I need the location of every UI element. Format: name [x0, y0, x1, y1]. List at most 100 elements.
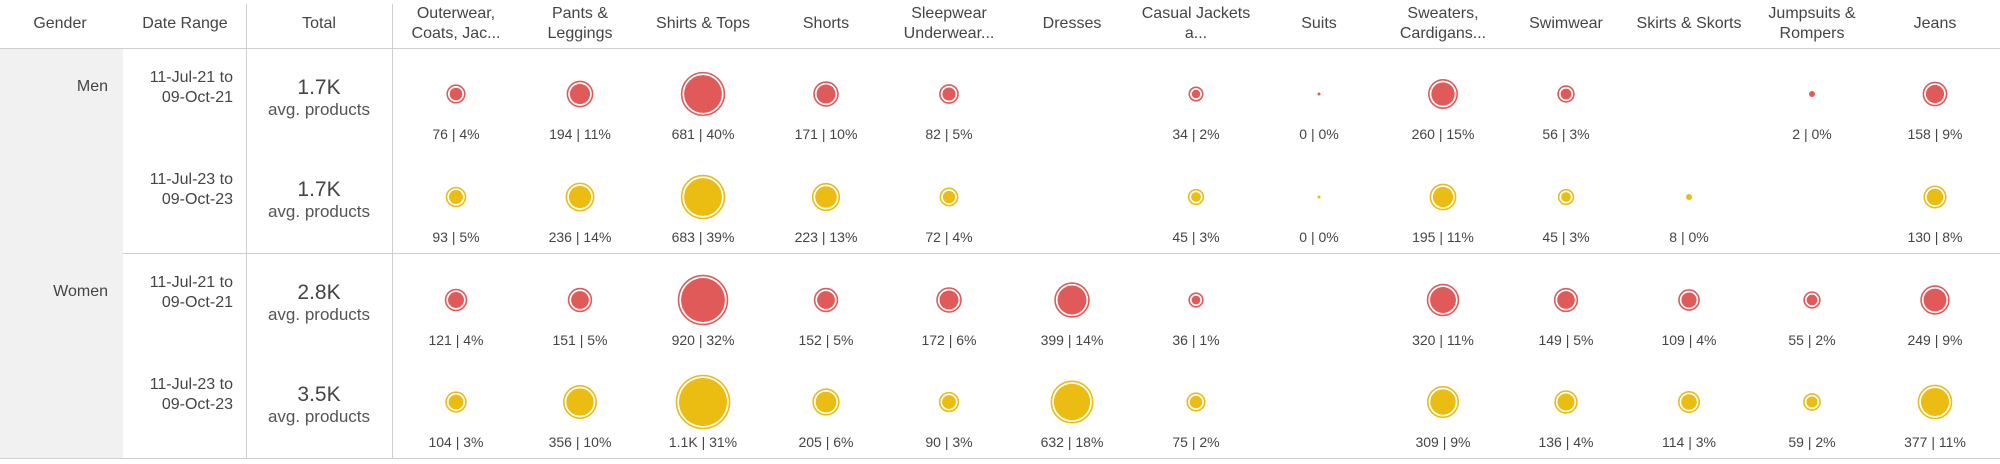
bubble: [1917, 384, 1953, 420]
bubble-fill: [448, 394, 464, 410]
value-label: 632 | 18%: [1040, 434, 1104, 450]
bubble-ring: [813, 287, 839, 313]
bubble-ring: [1677, 390, 1701, 414]
bubble: [939, 84, 959, 104]
bubble: [680, 71, 726, 117]
bubble-fill: [815, 186, 837, 208]
header-date-range: Date Range: [142, 15, 228, 32]
category-header: Swimwear: [1529, 15, 1603, 32]
bubble: [812, 388, 840, 416]
category-header: Shorts: [802, 15, 850, 32]
bubble: [563, 385, 597, 419]
bubble-fill: [1561, 192, 1571, 202]
value-label: 82 | 5%: [925, 126, 973, 142]
bubble: [936, 287, 962, 313]
bubble: [1188, 292, 1204, 308]
bubble-ring: [444, 288, 468, 312]
gender-column-bg: [0, 49, 123, 458]
date-range-label: 11-Jul-21 to 09-Oct-21: [149, 69, 233, 106]
bubble: [1803, 291, 1821, 309]
bubble: [938, 391, 960, 413]
total-value: 3.5K: [297, 383, 341, 406]
bubble-ring: [680, 71, 726, 117]
bubble-fill: [817, 291, 835, 309]
bubble: [566, 80, 594, 108]
bubble-ring: [677, 274, 729, 326]
category-header: Skirts & Skorts: [1636, 15, 1742, 32]
value-label: 205 | 6%: [798, 434, 854, 450]
header-gender: Gender: [33, 15, 87, 32]
bubble-fill: [684, 75, 722, 113]
date-range-label: 11-Jul-23 to 09-Oct-23: [149, 171, 233, 208]
bubble-fill: [1681, 292, 1697, 308]
date-range-label: 11-Jul-21 to 09-Oct-21: [149, 274, 233, 311]
value-label: 2 | 0%: [1792, 126, 1832, 142]
bubble-fill: [569, 83, 591, 105]
column-divider: [392, 4, 393, 458]
bubble-ring: [939, 187, 959, 207]
bubble-ring: [938, 391, 960, 413]
value-label: 399 | 14%: [1040, 332, 1104, 348]
bubble-fill: [942, 190, 956, 204]
value-label: 223 | 13%: [794, 229, 858, 245]
bubble: [444, 288, 468, 312]
total-cell: 3.5K avg. products: [248, 383, 390, 427]
bubble-fill: [1686, 194, 1692, 200]
bubble-ring: [563, 385, 597, 419]
category-header: Casual Jackets a...: [1141, 5, 1251, 42]
bubble: [1426, 385, 1460, 419]
bubble-fill: [1431, 82, 1455, 106]
total-value: 1.7K: [297, 76, 341, 99]
value-label: 76 | 4%: [432, 126, 480, 142]
bubble-fill: [684, 178, 722, 216]
bubble-ring: [567, 287, 593, 313]
total-value: 1.7K: [297, 178, 341, 201]
bubble-fill: [1560, 88, 1572, 100]
bubble-ring: [1922, 81, 1948, 107]
bubble-ring: [565, 182, 595, 212]
column-divider: [246, 4, 247, 458]
bubble-fill: [566, 388, 594, 416]
bubble: [675, 374, 731, 430]
value-label: 149 | 5%: [1538, 332, 1594, 348]
value-label: 114 | 3%: [1662, 434, 1716, 450]
bubble-ring: [445, 186, 467, 208]
category-header: Sleepwear Underwear...: [903, 5, 995, 42]
bubble-ring: [1557, 188, 1575, 206]
value-label: 152 | 5%: [798, 332, 854, 348]
bubble-ring: [1678, 289, 1700, 311]
bubble: [1188, 86, 1204, 102]
value-label: 59 | 2%: [1788, 434, 1836, 450]
total-unit: avg. products: [267, 100, 371, 119]
total-cell: 2.8K avg. products: [248, 281, 390, 325]
value-label: 109 | 4%: [1661, 332, 1717, 348]
value-label: 920 | 32%: [671, 332, 735, 348]
bubble-fill: [1925, 84, 1945, 104]
bubble: [1054, 282, 1090, 318]
bubble-fill: [1557, 291, 1575, 309]
category-header: Outerwear, Coats, Jac...: [411, 5, 501, 42]
value-label: 45 | 3%: [1542, 229, 1590, 245]
bubble-fill: [681, 278, 725, 322]
value-label: 194 | 11%: [549, 126, 611, 142]
value-label: 172 | 6%: [921, 332, 977, 348]
bubble: [1557, 188, 1575, 206]
bubble-ring: [1428, 79, 1458, 109]
bubble-ring: [811, 182, 841, 212]
bubble-fill: [679, 378, 727, 426]
bubble-ring: [1803, 393, 1821, 411]
bubble-fill: [1920, 387, 1950, 417]
header-total: Total: [302, 15, 336, 32]
bubble-fill: [449, 87, 463, 101]
bubble-fill: [1057, 285, 1087, 315]
bubble: [1426, 283, 1460, 317]
bubble: [813, 287, 839, 313]
value-label: 56 | 3%: [1542, 126, 1590, 142]
value-label: 72 | 4%: [925, 229, 973, 245]
bubble-ring: [1187, 188, 1205, 206]
bubble-ring: [1050, 380, 1094, 424]
bubble-ring: [566, 80, 594, 108]
bubble-ring: [1426, 385, 1460, 419]
value-label: 309 | 9%: [1415, 434, 1471, 450]
